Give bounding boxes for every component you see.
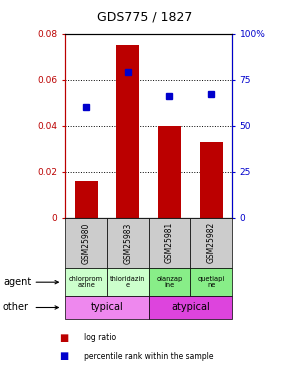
Bar [116,45,139,218]
Text: typical: typical [90,303,123,312]
Text: GSM25982: GSM25982 [207,222,216,263]
Text: agent: agent [3,277,31,287]
Text: GSM25983: GSM25983 [123,222,132,264]
Text: chlorprom
azine: chlorprom azine [69,276,103,288]
Bar [200,142,223,218]
Text: GDS775 / 1827: GDS775 / 1827 [97,10,193,23]
Text: thioridazin
e: thioridazin e [110,276,146,288]
Text: ■: ■ [59,351,69,361]
Text: percentile rank within the sample: percentile rank within the sample [84,352,214,361]
Text: quetiapi
ne: quetiapi ne [197,276,225,288]
Text: log ratio: log ratio [84,333,116,342]
Text: GSM25980: GSM25980 [81,222,90,264]
Text: ■: ■ [59,333,69,342]
Text: olanzap
ine: olanzap ine [156,276,183,288]
Text: atypical: atypical [171,303,210,312]
Text: other: other [3,303,29,312]
Bar [158,126,181,218]
Bar [75,181,97,218]
Text: GSM25981: GSM25981 [165,222,174,263]
